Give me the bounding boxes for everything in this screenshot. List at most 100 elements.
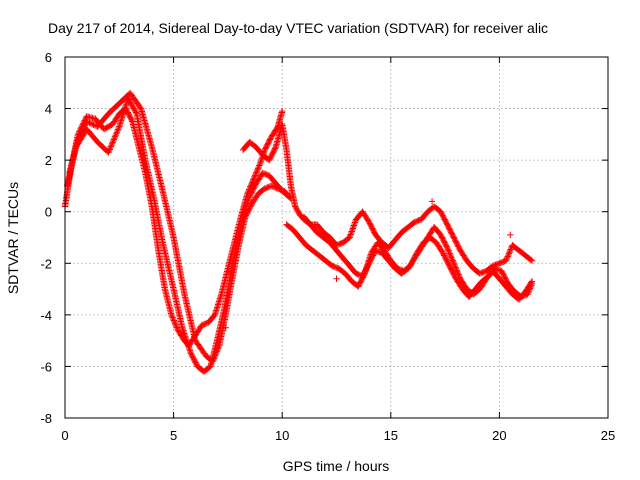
data-point xyxy=(428,198,436,205)
data-point xyxy=(346,234,353,241)
data-point xyxy=(443,243,450,250)
y-tick-label: -4 xyxy=(40,308,52,323)
data-point xyxy=(168,313,176,320)
data-point xyxy=(445,247,452,254)
data-point xyxy=(451,262,459,270)
y-tick-label: 0 xyxy=(45,205,52,220)
data-point xyxy=(169,314,176,321)
data-point xyxy=(348,228,355,235)
data-point xyxy=(445,248,453,256)
data-point xyxy=(76,132,84,139)
data-point xyxy=(350,222,358,229)
y-tick-label: 6 xyxy=(45,50,52,65)
data-point xyxy=(168,311,175,319)
data-point xyxy=(76,133,83,140)
data-point xyxy=(212,351,219,358)
data-point xyxy=(254,166,261,173)
data-point xyxy=(83,118,90,125)
data-point xyxy=(174,325,181,333)
data-point xyxy=(214,346,221,354)
data-point xyxy=(506,247,514,255)
data-point xyxy=(107,144,114,152)
y-tick-label: -2 xyxy=(40,256,52,271)
data-point xyxy=(507,231,514,239)
data-point xyxy=(170,315,177,323)
data-point xyxy=(75,134,82,142)
data-point xyxy=(250,174,258,182)
series-track-c xyxy=(66,89,295,365)
data-point xyxy=(172,321,179,328)
data-point xyxy=(253,167,261,175)
y-tick-label: -8 xyxy=(40,411,52,426)
data-point xyxy=(211,353,218,361)
data-point xyxy=(211,352,219,359)
data-point xyxy=(507,246,514,253)
data-point xyxy=(446,250,453,257)
x-tick-label: 0 xyxy=(61,428,68,443)
data-point xyxy=(78,127,86,135)
data-point xyxy=(171,318,178,326)
data-point xyxy=(132,109,140,116)
data-point xyxy=(453,267,460,274)
grid xyxy=(65,57,608,418)
data-point xyxy=(210,355,218,362)
y-tick-label: -6 xyxy=(40,359,52,374)
data-point xyxy=(504,253,511,260)
data-point xyxy=(449,257,456,264)
data-point xyxy=(112,132,119,139)
data-point xyxy=(349,226,356,234)
data-point xyxy=(88,120,96,128)
data-point xyxy=(113,130,120,137)
series-track-d xyxy=(239,120,536,277)
data-point xyxy=(447,251,454,259)
data-point xyxy=(256,162,263,169)
data-point xyxy=(347,231,354,238)
data-point xyxy=(106,146,113,153)
data-point xyxy=(87,120,94,127)
series-track-f xyxy=(300,213,536,303)
data-point xyxy=(105,147,113,155)
data-point xyxy=(256,160,264,168)
data-point xyxy=(254,165,262,172)
data-point xyxy=(455,271,462,278)
data-point xyxy=(454,268,461,275)
data-point xyxy=(444,244,451,252)
data-point xyxy=(108,142,115,149)
data-point xyxy=(347,229,355,237)
data-point xyxy=(171,320,179,327)
data-point xyxy=(528,257,536,264)
y-tick-label: 4 xyxy=(45,102,52,117)
data-point xyxy=(81,122,88,129)
data-point xyxy=(455,272,463,280)
data-point xyxy=(111,133,119,140)
x-tick-label: 25 xyxy=(601,428,615,443)
axis-ticks: 0 5 10 15 20 25 -8 -6 -4 -2 0 2 4 6 xyxy=(40,50,615,443)
data-point xyxy=(80,125,87,132)
data-point xyxy=(454,269,462,277)
data-point xyxy=(172,322,180,330)
data-point xyxy=(74,136,82,143)
data-point xyxy=(86,119,93,126)
data-point xyxy=(79,126,86,133)
data-point xyxy=(527,256,535,264)
data-point xyxy=(77,130,84,138)
data-point xyxy=(527,279,535,286)
data-point xyxy=(450,260,457,267)
data-point xyxy=(107,143,115,150)
data-point xyxy=(452,264,459,271)
data-point xyxy=(253,169,260,176)
data-point xyxy=(136,104,144,111)
data-point xyxy=(114,127,121,135)
data-point xyxy=(271,145,279,152)
y-tick-label: 2 xyxy=(45,153,52,168)
data-point xyxy=(111,134,118,142)
data-point xyxy=(84,118,92,126)
data-point xyxy=(506,249,513,256)
data-point xyxy=(90,121,97,128)
data-point xyxy=(346,232,354,240)
data-point xyxy=(110,136,118,143)
data-point xyxy=(448,254,455,261)
data-point xyxy=(105,149,112,156)
data-point xyxy=(128,116,135,124)
